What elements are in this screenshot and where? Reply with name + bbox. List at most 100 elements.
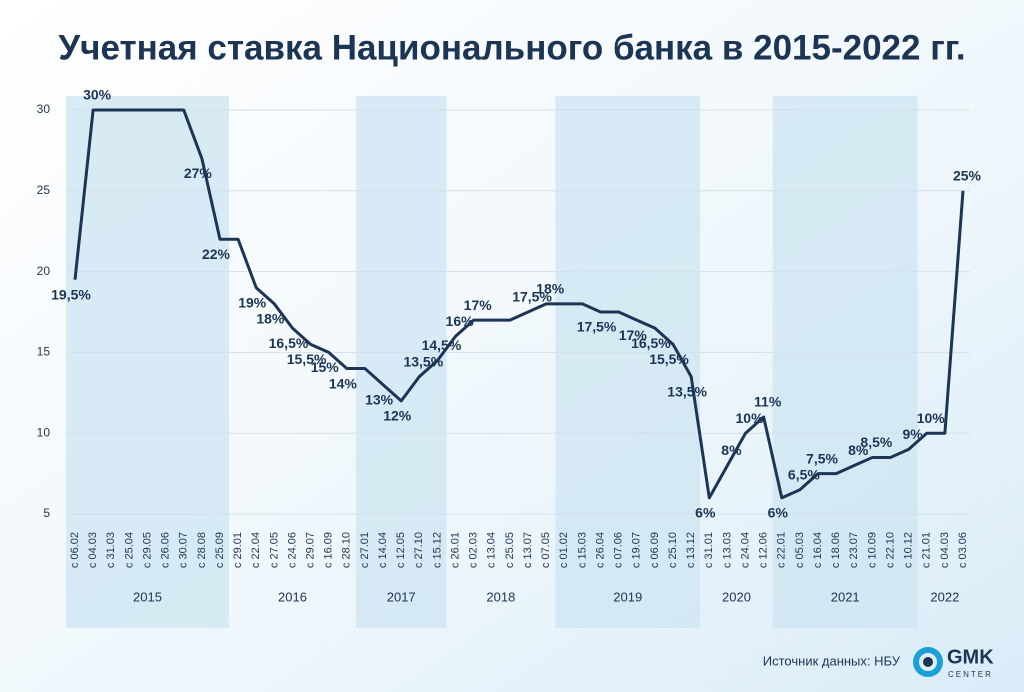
- x-tick-label: с 07.06: [613, 532, 625, 568]
- data-label: 16%: [446, 313, 475, 329]
- year-label: 2019: [613, 589, 642, 604]
- data-label: 7,5%: [806, 450, 838, 466]
- year-label: 2020: [722, 589, 751, 604]
- x-tick-label: с 27.01: [359, 532, 371, 568]
- x-tick-label: с 01.02: [558, 532, 570, 568]
- x-tick-label: с 23.07: [848, 532, 860, 568]
- x-tick-label: с 04.03: [939, 532, 951, 568]
- x-tick-label: с 25.09: [214, 532, 226, 568]
- x-tick-label: с 18.06: [830, 532, 842, 568]
- x-tick-label: с 12.05: [395, 532, 407, 568]
- x-tick-label: с 30.07: [178, 532, 190, 568]
- data-label: 8%: [848, 442, 869, 458]
- x-tick-label: с 25.05: [504, 532, 516, 568]
- x-tick-label: с 15.12: [431, 532, 443, 568]
- logo-subtitle: CENTER: [948, 670, 993, 679]
- x-tick-label: с 16.04: [812, 532, 824, 568]
- year-band: [772, 96, 918, 628]
- source: Источник данных: НБУ: [763, 653, 901, 668]
- data-label: 17%: [619, 327, 648, 343]
- data-label: 13,5%: [403, 353, 443, 369]
- y-tick-label: 5: [43, 506, 50, 520]
- data-label: 15,5%: [649, 351, 689, 367]
- logo: GMK CENTER: [913, 646, 994, 679]
- data-label: 30%: [83, 87, 112, 103]
- data-label: 27%: [184, 165, 213, 181]
- year-label: 2018: [486, 589, 515, 604]
- x-tick-label: с 27.10: [413, 532, 425, 568]
- x-tick-label: с 31.03: [105, 532, 117, 568]
- x-tick-label: с 06.09: [649, 532, 661, 568]
- logo-icon: [913, 647, 943, 677]
- data-label: 18%: [536, 281, 565, 297]
- data-label: 13,5%: [667, 383, 707, 399]
- x-tick-label: с 07.05: [540, 532, 552, 568]
- x-tick-label: с 14.04: [377, 532, 389, 568]
- data-label: 16,5%: [631, 335, 671, 351]
- x-tick-label: с 27.05: [268, 532, 280, 568]
- y-tick-label: 30: [37, 102, 51, 116]
- x-tick-label: с 12.06: [758, 532, 770, 568]
- data-label: 10%: [917, 410, 946, 426]
- x-tick-label: с 26.04: [594, 532, 606, 568]
- x-tick-label: с 29.01: [232, 532, 244, 568]
- x-tick-label: с 28.08: [196, 532, 208, 568]
- data-label: 6%: [695, 505, 716, 521]
- data-label: 19%: [238, 294, 267, 310]
- year-label: 2016: [278, 589, 307, 604]
- logo-icon-inner: [923, 657, 933, 667]
- x-tick-label: с 21.01: [921, 532, 933, 568]
- data-label: 14%: [329, 375, 358, 391]
- year-label: 2017: [387, 589, 416, 604]
- x-tick-label: с 31.01: [703, 532, 715, 568]
- data-label: 11%: [754, 394, 782, 410]
- data-label: 6%: [768, 505, 789, 521]
- data-label: 19,5%: [51, 286, 91, 302]
- y-tick-label: 25: [37, 183, 51, 197]
- data-label: 17,5%: [512, 289, 552, 305]
- x-tick-label: с 22.10: [884, 532, 896, 568]
- x-tick-label: с 25.10: [667, 532, 679, 568]
- data-label: 12%: [383, 408, 412, 424]
- x-tick-label: с 24.06: [286, 532, 298, 568]
- x-tick-label: с 28.10: [341, 532, 353, 568]
- y-tick-label: 15: [37, 345, 51, 359]
- data-label: 17,5%: [577, 319, 617, 335]
- year-label: 2021: [831, 589, 860, 604]
- x-tick-label: с 19.07: [631, 532, 643, 568]
- x-tick-label: с 26.01: [449, 532, 461, 568]
- logo-name: GMK: [947, 646, 994, 668]
- year-band: [355, 96, 447, 628]
- data-label: 15,5%: [287, 351, 327, 367]
- x-tick-label: с 16.09: [323, 532, 335, 568]
- data-label: 22%: [202, 246, 231, 262]
- x-tick-label: с 25.04: [123, 532, 135, 568]
- x-tick-label: с 29.07: [304, 532, 316, 568]
- x-tick-label: с 13.03: [721, 532, 733, 568]
- x-tick-label: с 10.12: [903, 532, 915, 568]
- y-tick-label: 10: [37, 425, 51, 439]
- x-tick-label: с 29.05: [141, 532, 153, 568]
- x-tick-label: с 22.01: [776, 532, 788, 568]
- x-tick-label: с 13.04: [486, 532, 498, 568]
- y-tick-label: 20: [37, 264, 51, 278]
- data-label: 16,5%: [269, 335, 309, 351]
- data-label: 15%: [311, 359, 340, 375]
- data-label: 10%: [736, 410, 765, 426]
- plot: 5 10 15 20 25 30 2015 с 06.02 с 04.03 с 31.03 с 25…: [37, 87, 982, 605]
- year-label: 2015: [133, 589, 162, 604]
- x-tick-label: с 26.06: [160, 532, 172, 568]
- data-label: 18%: [256, 311, 285, 327]
- x-tick-label: с 13.07: [522, 532, 534, 568]
- data-label: 14,5%: [422, 337, 462, 353]
- x-tick-label: с 06.02: [69, 532, 81, 568]
- x-tick-label: с 22.04: [250, 532, 262, 568]
- x-tick-label: с 04.03: [87, 532, 99, 568]
- data-label: 9%: [903, 426, 924, 442]
- x-tick-label: с 02.03: [468, 532, 480, 568]
- rate-line: [73, 108, 965, 500]
- x-tick-label: с 13.12: [685, 532, 697, 568]
- year-band: [555, 96, 701, 628]
- x-tick-label: с 03.06: [957, 532, 969, 568]
